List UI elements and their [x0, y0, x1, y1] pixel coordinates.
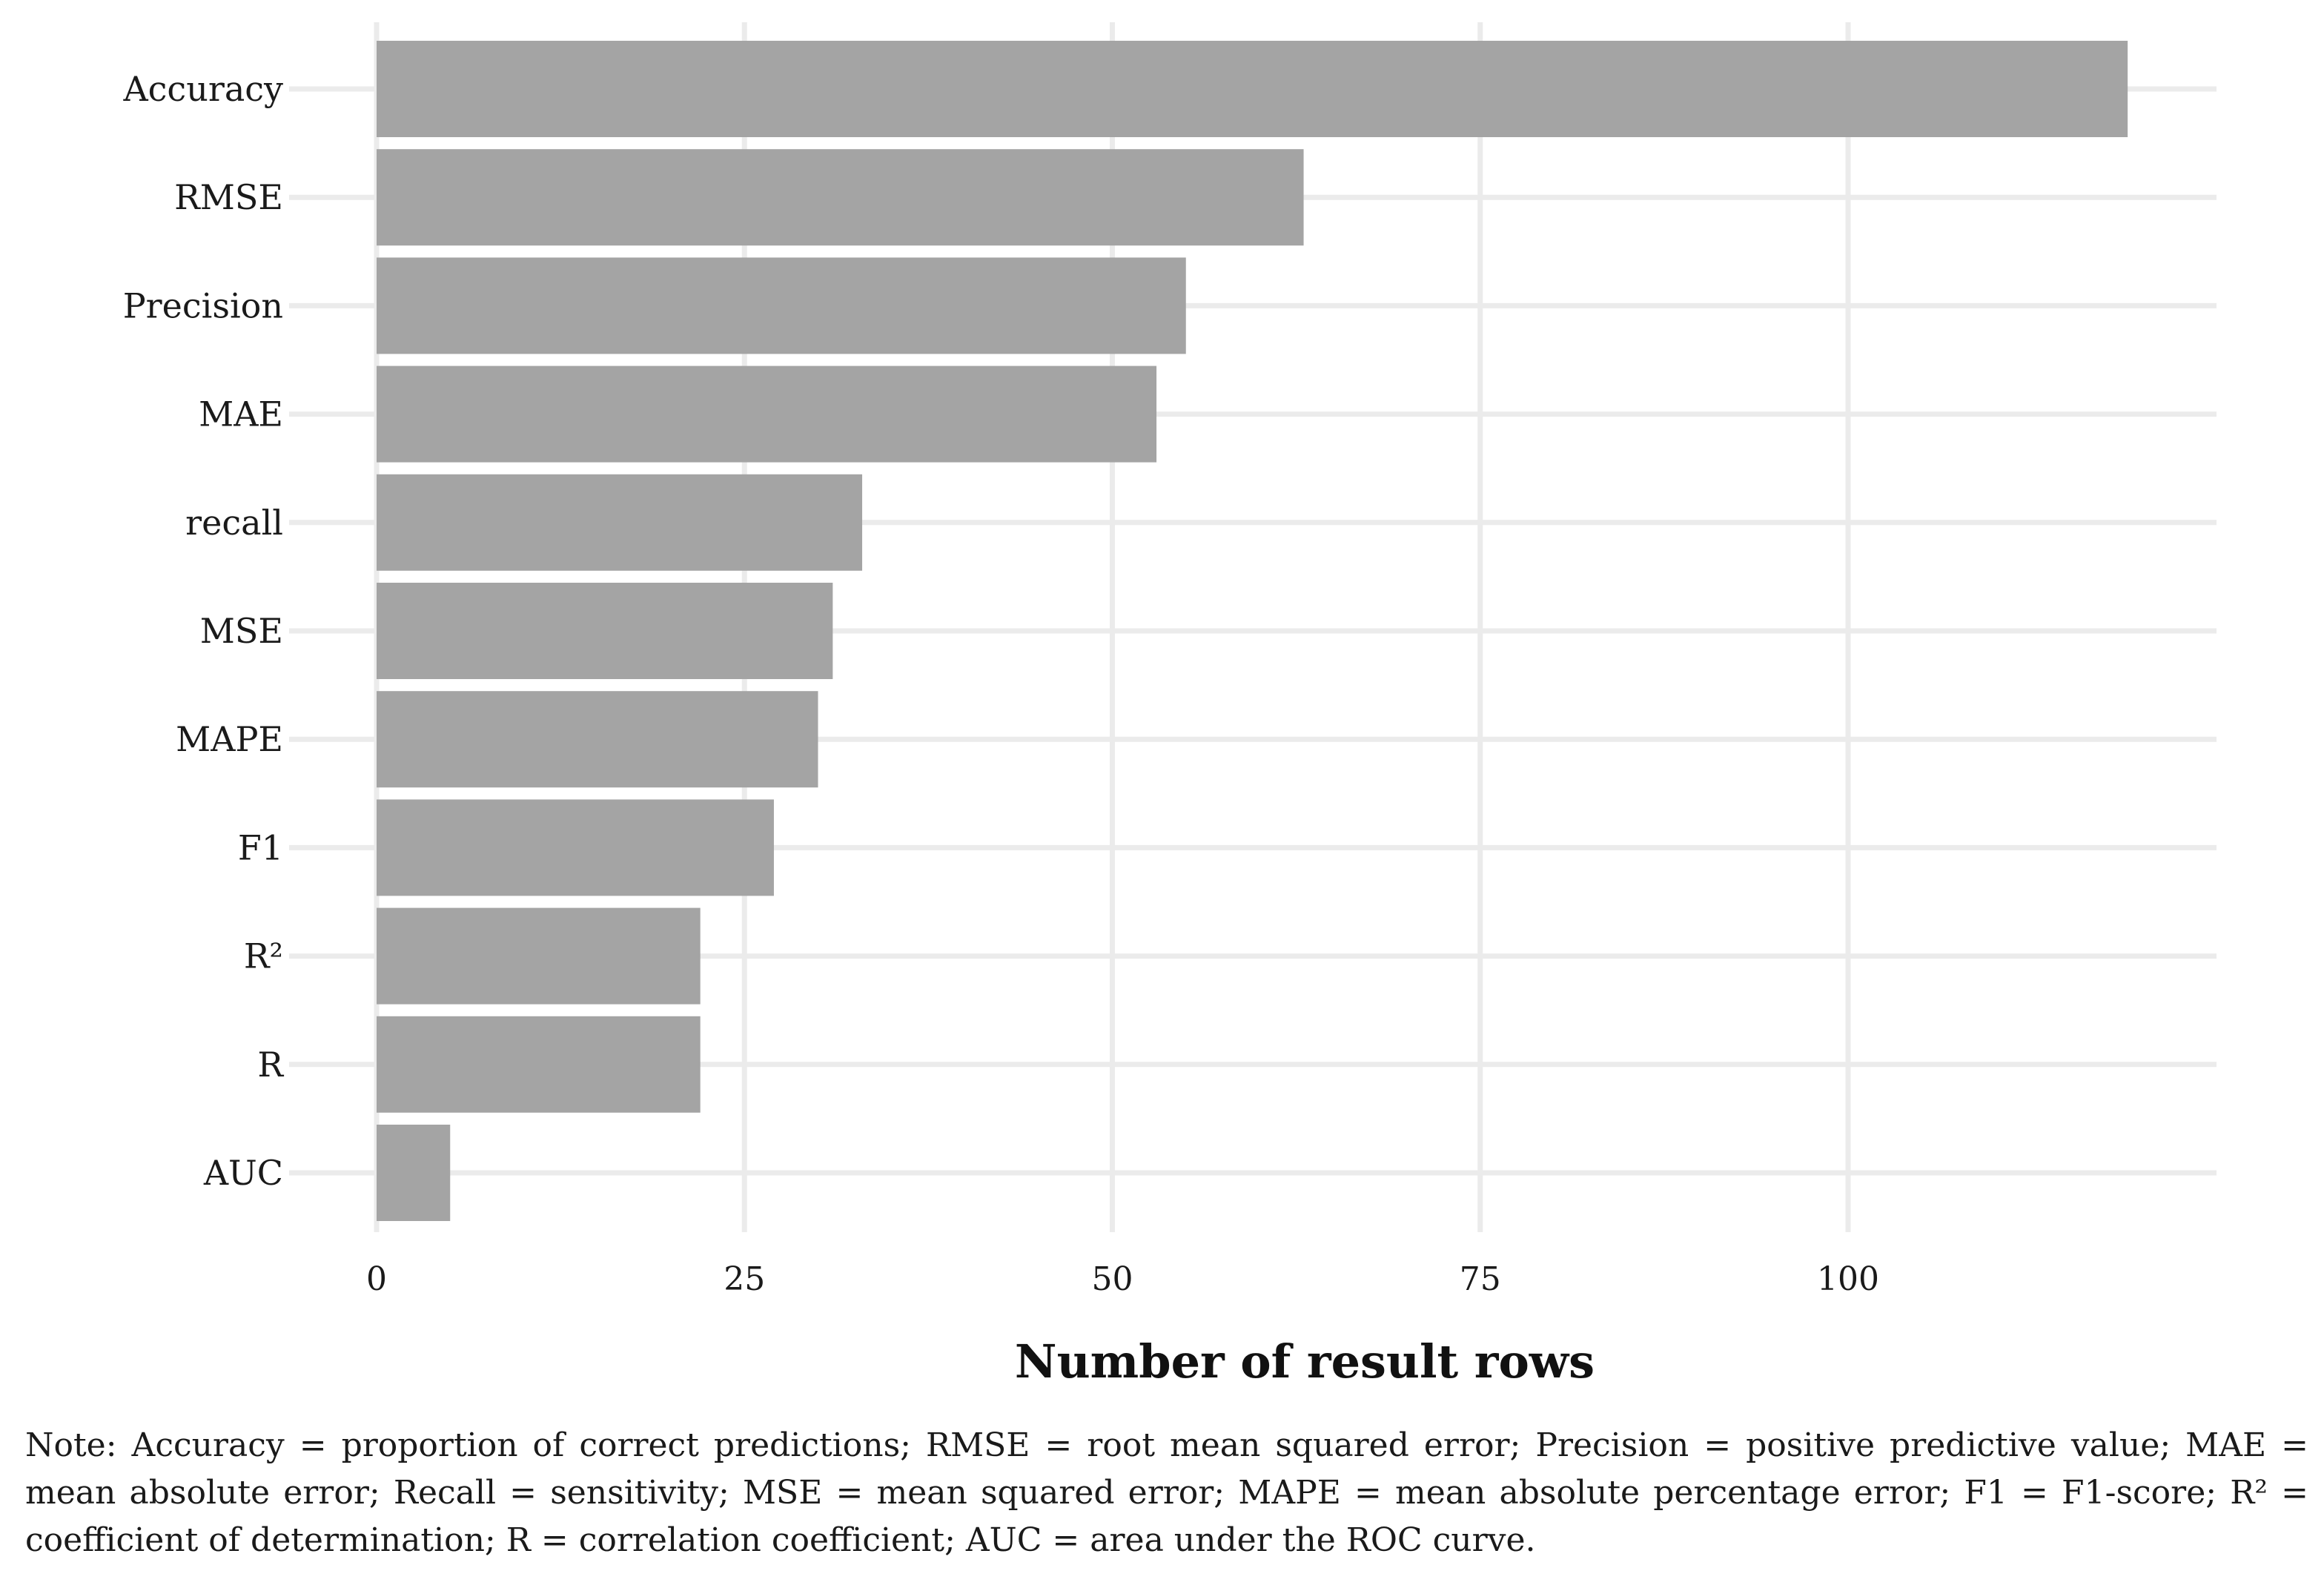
category-label: MAE: [199, 394, 283, 434]
bar-chart: Accuracy RMSE Precision MAE recall MSE MAPE F1 R…: [122, 22, 2217, 1389]
bar-recall: [377, 474, 863, 571]
x-tick-labels: 0 25 50 75 100: [366, 1260, 1879, 1298]
x-tick-label: 50: [1092, 1260, 1133, 1298]
bar-mse: [377, 583, 833, 679]
category-label: RMSE: [174, 177, 283, 217]
x-tick-label: 100: [1817, 1260, 1879, 1298]
bar-mape: [377, 691, 818, 788]
category-label: MSE: [200, 611, 283, 651]
bar-rmse: [377, 149, 1304, 246]
bars: [377, 41, 2128, 1221]
x-tick-label: 75: [1460, 1260, 1501, 1298]
category-label: AUC: [203, 1153, 283, 1193]
x-tick-label: 0: [366, 1260, 387, 1298]
category-label: Accuracy: [122, 69, 283, 109]
bar-auc: [377, 1125, 451, 1221]
bar-r: [377, 1016, 701, 1113]
category-label: R²: [244, 936, 283, 976]
bar-r: [377, 907, 701, 1005]
bar-f1: [377, 799, 774, 896]
category-label: Precision: [123, 285, 283, 325]
category-label: recall: [185, 503, 283, 543]
category-label: F1: [238, 827, 283, 867]
category-label: MAPE: [176, 719, 283, 759]
bar-precision: [377, 257, 1186, 354]
category-label: R: [257, 1045, 284, 1085]
x-axis-title: Number of result rows: [1015, 1334, 1595, 1389]
x-tick-label: 25: [724, 1260, 765, 1298]
bar-accuracy: [377, 41, 2128, 137]
figure-note: Note: Accuracy = proportion of correct p…: [25, 1426, 2308, 1559]
bar-mae: [377, 365, 1157, 463]
category-labels: Accuracy RMSE Precision MAE recall MSE MAPE F1 R…: [122, 69, 284, 1193]
